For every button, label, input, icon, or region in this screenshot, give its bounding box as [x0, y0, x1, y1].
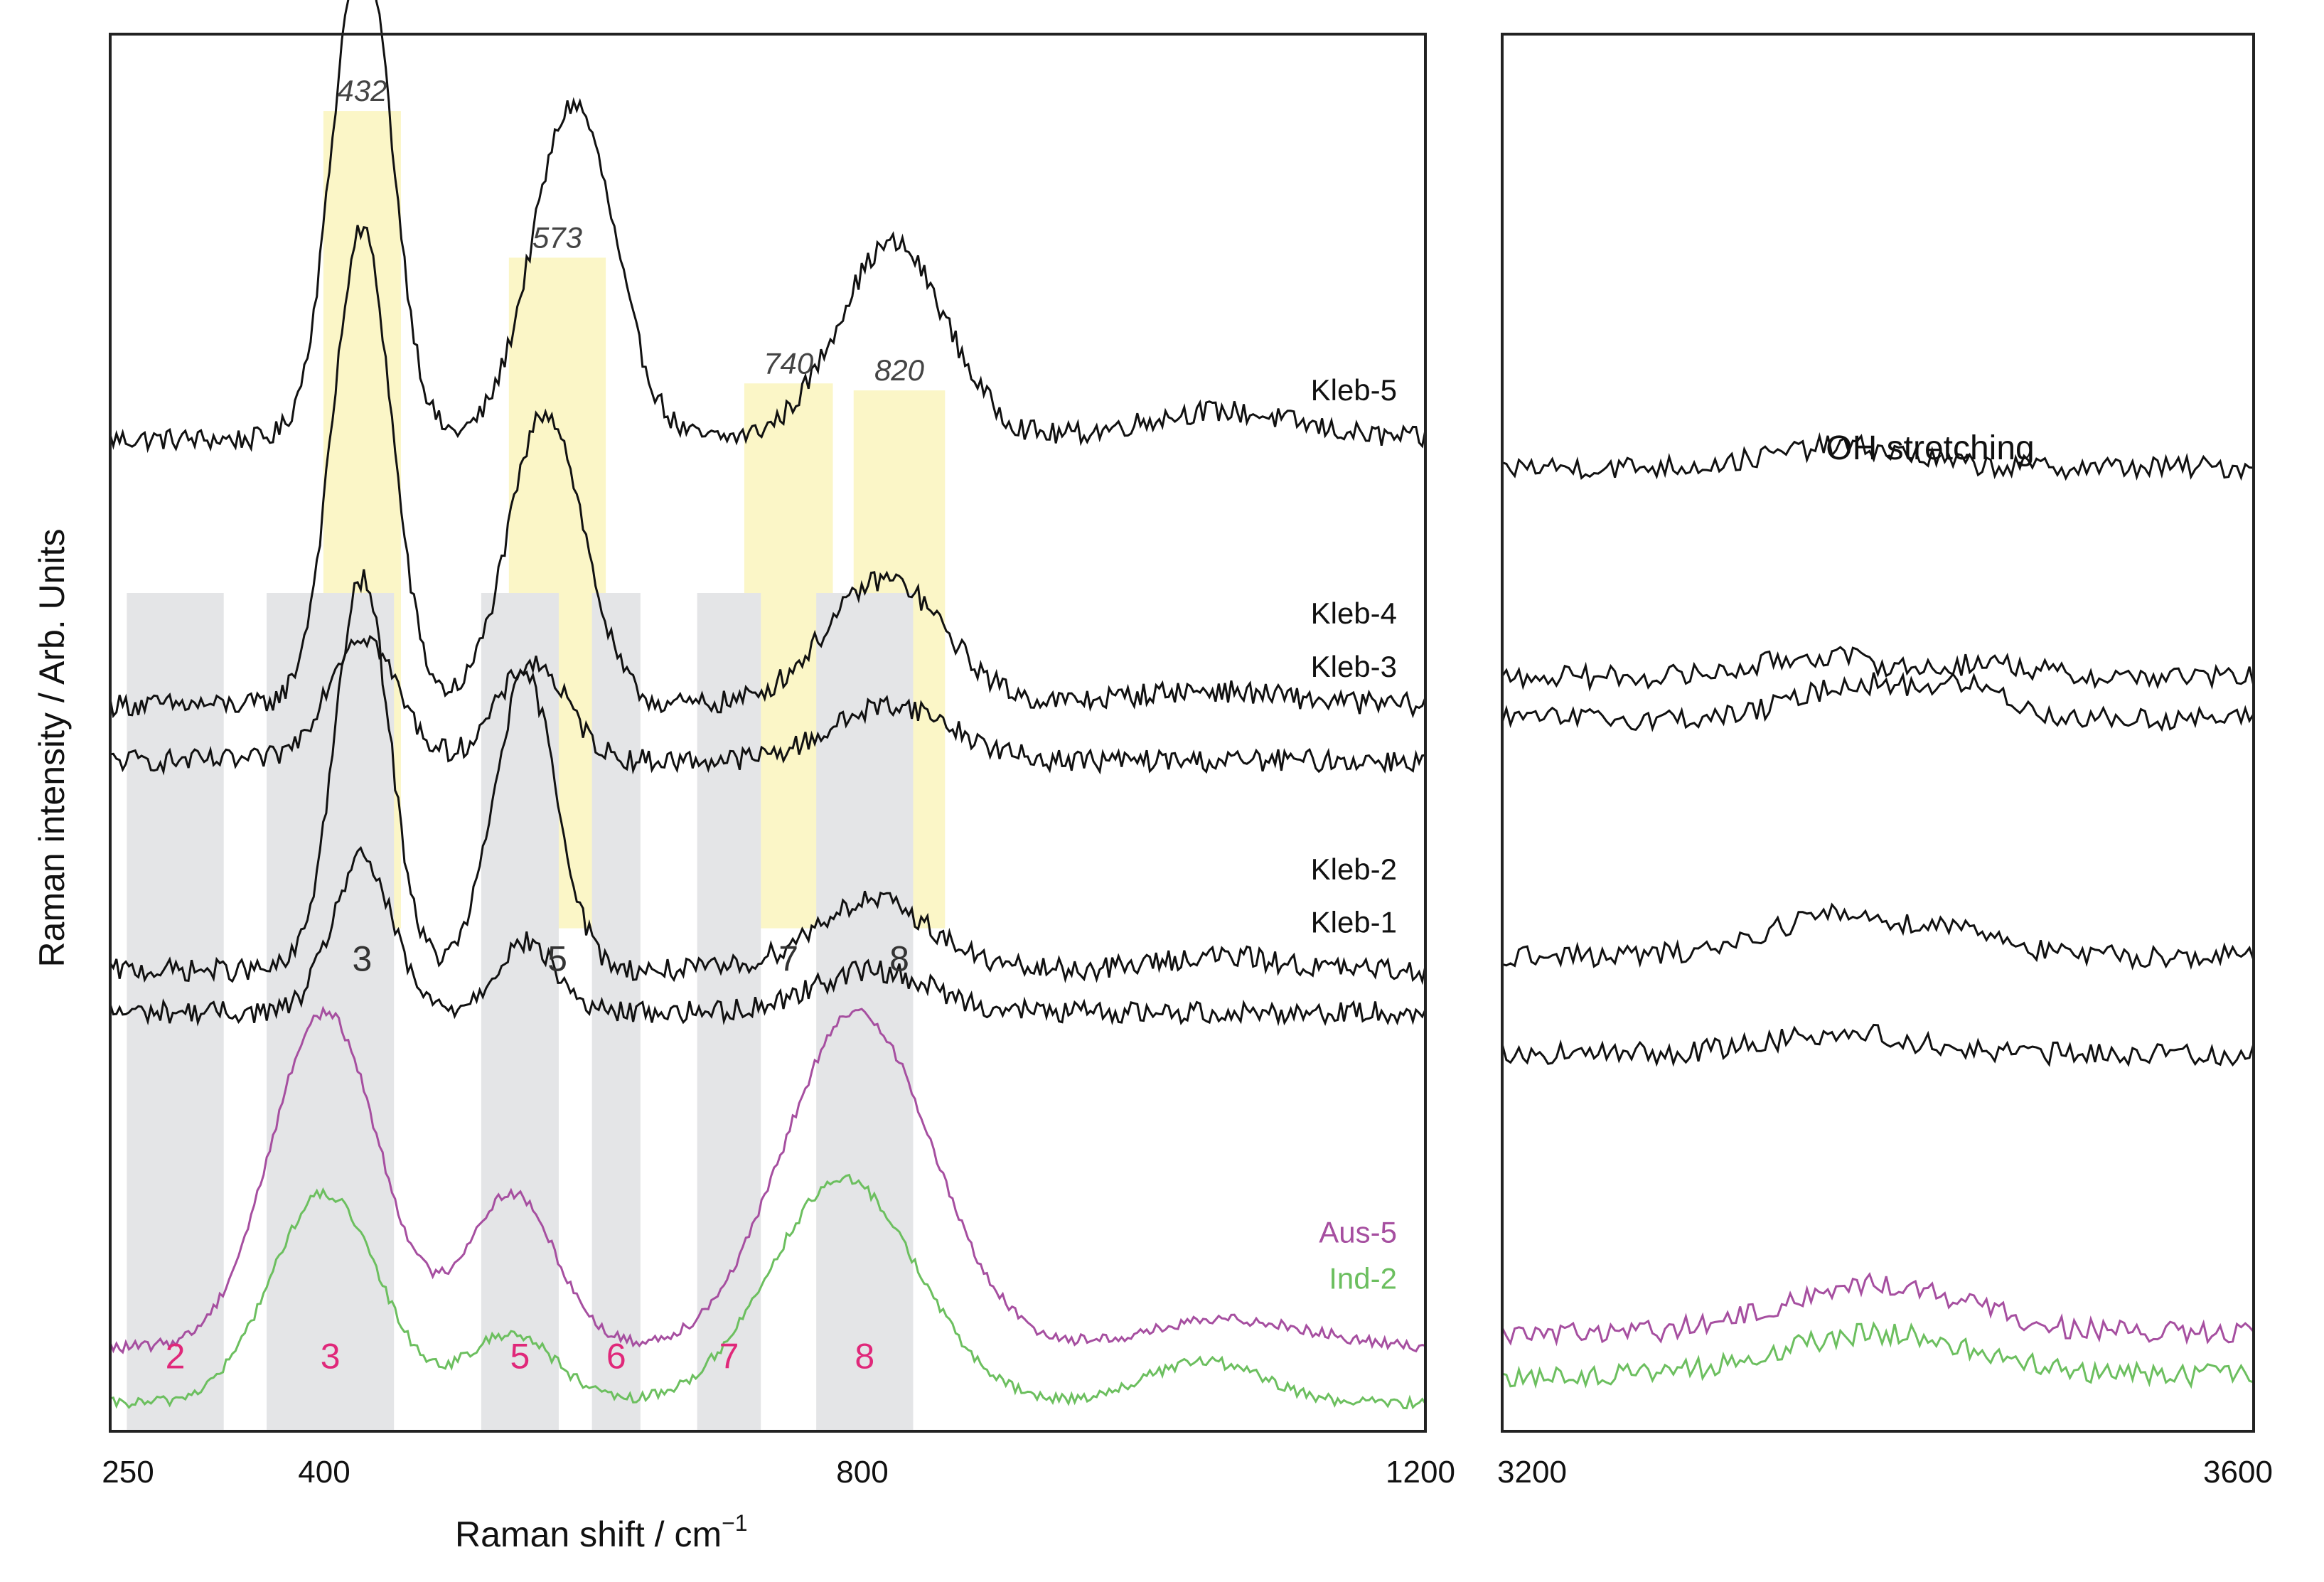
series-label-aus-5: Aus-5	[1319, 1216, 1397, 1249]
reference-band-label-6: 6	[606, 1337, 626, 1377]
series-label-kleb-2: Kleb-2	[1311, 853, 1397, 886]
x-axis-title: Raman shift / cm−1	[455, 1510, 748, 1554]
trace-ind-2	[109, 1173, 1427, 1410]
oh-trace-kleb-3	[1501, 671, 2255, 732]
reference-band-label-5: 5	[510, 1337, 530, 1377]
oh-trace-kleb-4	[1501, 646, 2255, 693]
labels-layer: 432 3 573 5 740 7 820 8 2 3 5 6 7 8 Kleb-5 Kleb-4 Kleb-3…	[166, 74, 1397, 1377]
peak-label-432: 432	[337, 74, 387, 107]
reference-band-label-7: 7	[719, 1337, 739, 1377]
x-tick-250: 250	[102, 1455, 154, 1490]
series-label-ind-2: Ind-2	[1329, 1262, 1397, 1295]
oh-panel-title: OH stretching	[1826, 429, 2034, 467]
x-tick-3600: 3600	[2203, 1455, 2273, 1490]
oh-trace-kleb-1	[1501, 1023, 2255, 1067]
left-panel-frame	[109, 33, 1427, 1433]
peak-label-740: 740	[764, 346, 814, 380]
reference-band-6	[591, 593, 641, 1431]
series-label-kleb-3: Kleb-3	[1311, 650, 1397, 683]
series-label-kleb-1: Kleb-1	[1311, 905, 1397, 939]
y-axis-title: Raman intensity / Arb. Units	[32, 529, 72, 968]
x-tick-800: 800	[836, 1455, 888, 1490]
oh-trace-kleb-5	[1501, 432, 2254, 481]
series-label-kleb-5: Kleb-5	[1311, 373, 1397, 407]
x-tick-400: 400	[298, 1455, 350, 1490]
reference-band-label-3: 3	[321, 1337, 341, 1377]
trace-kleb-1	[109, 845, 1427, 1027]
reference-band-label-8: 8	[855, 1337, 874, 1377]
trace-aus-5	[109, 1005, 1426, 1354]
band-number-3: 3	[353, 939, 373, 979]
trace-kleb-5	[109, 0, 1427, 454]
trace-kleb-3	[109, 634, 1426, 776]
right-panel-frame	[1501, 33, 2255, 1433]
traces-layer	[109, 0, 2255, 1410]
oh-trace-kleb-2	[1501, 902, 2255, 971]
reference-band-5	[481, 593, 559, 1431]
peak-label-573: 573	[532, 220, 582, 254]
oh-trace-ind-2	[1501, 1321, 2254, 1389]
trace-kleb-2	[109, 569, 1427, 985]
band-number-7: 7	[778, 939, 798, 979]
oh-trace-aus-5	[1501, 1271, 2255, 1347]
reference-band-label-2: 2	[166, 1337, 186, 1377]
peak-label-820: 820	[874, 353, 925, 387]
band-number-8: 8	[889, 939, 909, 979]
x-tick-1200: 1200	[1386, 1455, 1455, 1490]
bands-layer	[127, 111, 946, 1431]
trace-kleb-4	[109, 225, 1427, 719]
series-label-kleb-4: Kleb-4	[1311, 597, 1397, 630]
x-tick-3200: 3200	[1497, 1455, 1567, 1490]
band-number-5: 5	[547, 939, 567, 979]
